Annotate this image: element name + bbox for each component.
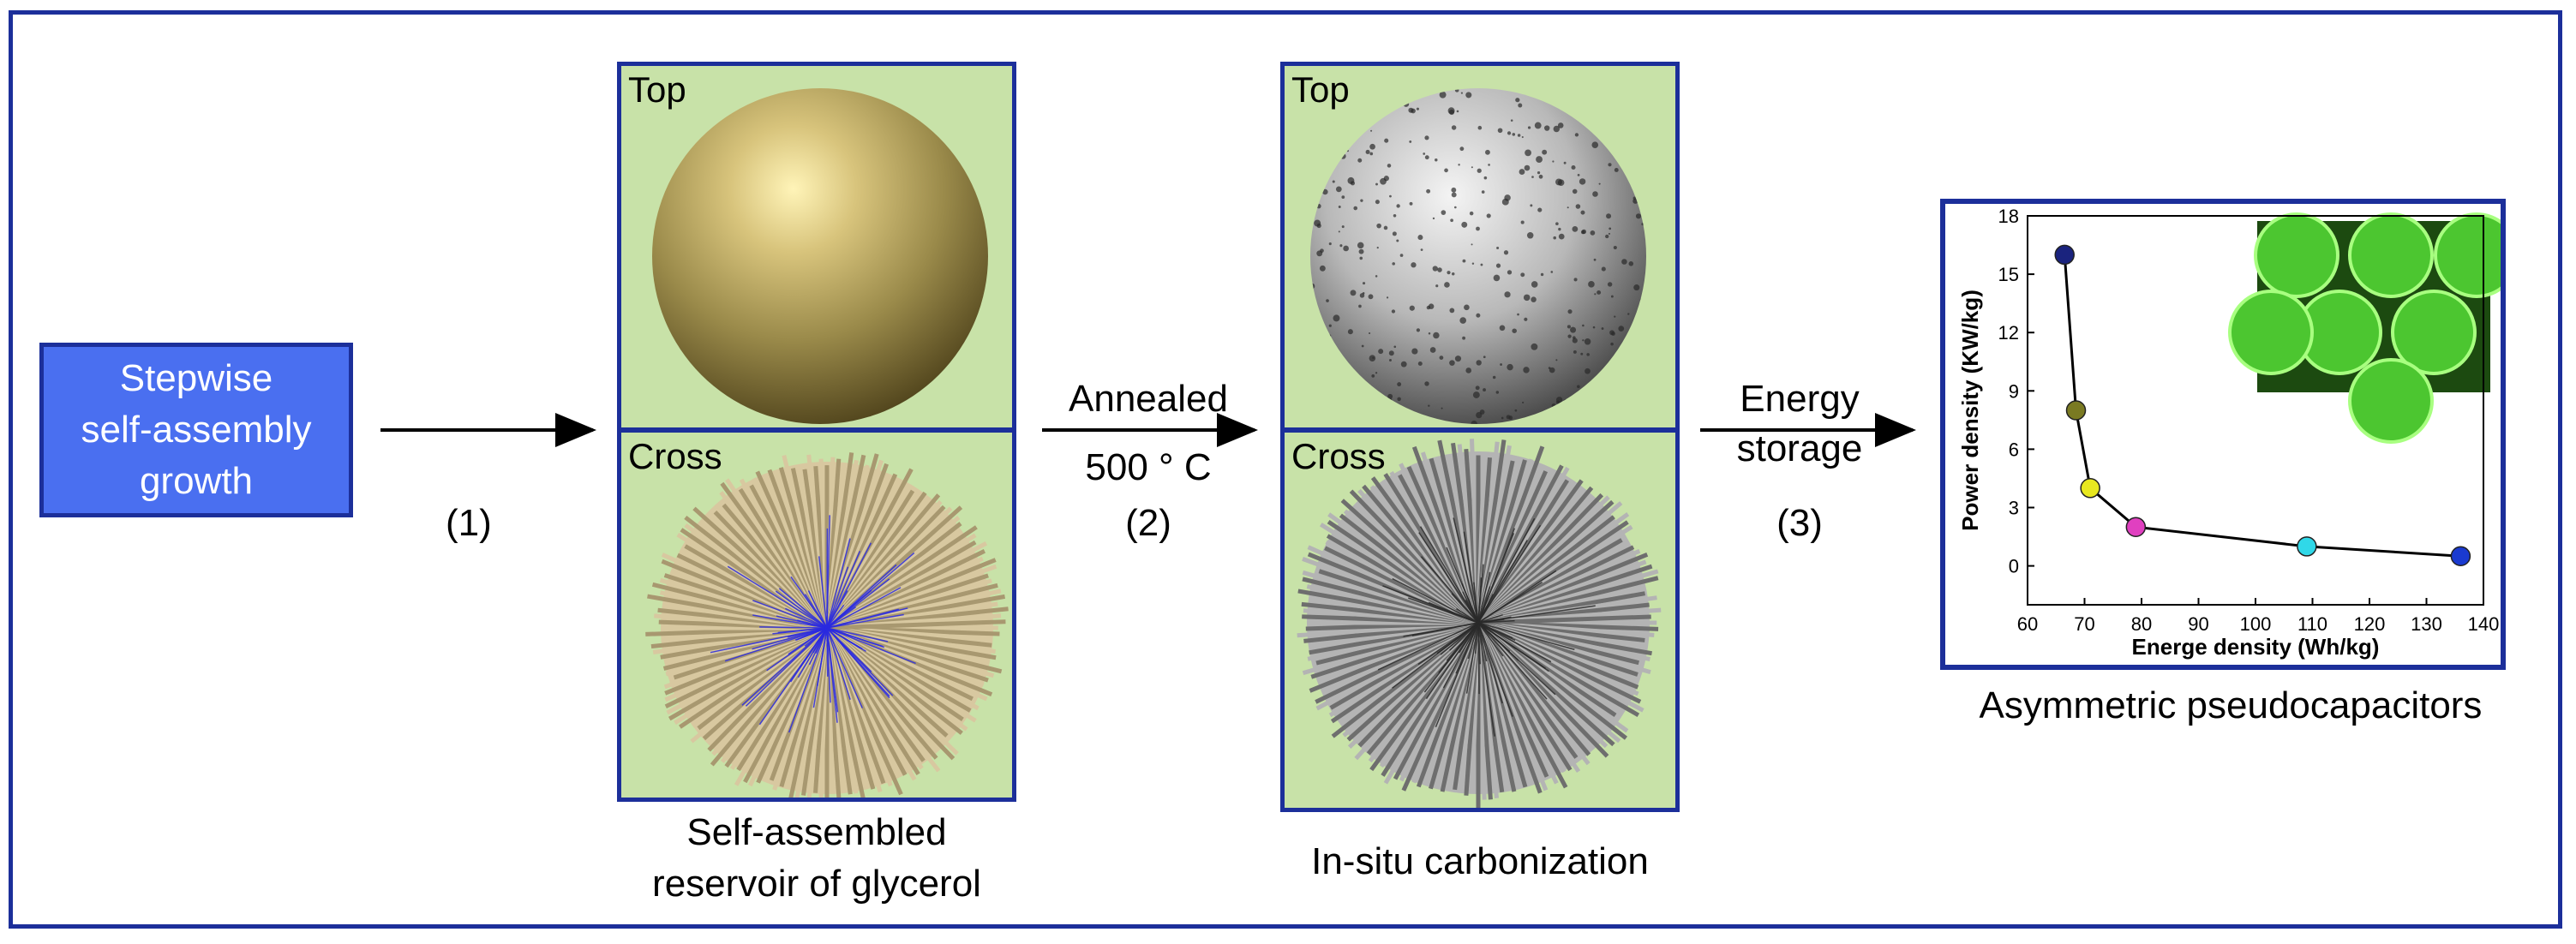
x-tick-label: 80 xyxy=(2131,613,2152,635)
y-tick-label: 12 xyxy=(1998,322,2019,344)
panel-1-caption-line-2: reservoir of glycerol xyxy=(652,863,981,905)
golden-sphere xyxy=(652,88,988,424)
outer-frame xyxy=(9,10,2562,929)
x-tick-label: 120 xyxy=(2354,613,2386,635)
y-axis-label: Power density (KW/kg) xyxy=(1957,290,1983,531)
data-point xyxy=(2065,400,2087,421)
start-box: Stepwise self-assembly growth xyxy=(39,343,353,517)
y-tick-label: 3 xyxy=(2009,498,2019,519)
x-tick-label: 70 xyxy=(2074,613,2094,635)
step-2-line-1: Annealed xyxy=(1069,378,1228,420)
x-tick-label: 110 xyxy=(2297,613,2327,635)
start-line-2: self-assembly xyxy=(81,409,312,451)
data-point xyxy=(2125,517,2147,537)
porous-sphere xyxy=(1310,88,1646,424)
carbonized-cross-section xyxy=(1297,439,1662,808)
series-line xyxy=(2063,254,2461,558)
panel-2-cross: Cross xyxy=(1280,428,1680,812)
x-tick-label: 130 xyxy=(2411,613,2442,635)
x-tick-label: 90 xyxy=(2188,613,2208,635)
data-point xyxy=(2297,536,2317,557)
start-line-3: growth xyxy=(139,460,254,502)
panel-2-top: Top xyxy=(1280,62,1680,432)
data-point xyxy=(2054,244,2075,266)
step-3-line-2: storage xyxy=(1736,427,1863,469)
x-tick-label: 140 xyxy=(2468,613,2500,635)
y-tick-label: 18 xyxy=(1998,206,2019,227)
panel-2-caption: In-situ carbonization xyxy=(1311,840,1649,882)
x-axis-label: Energe density (Wh/kg) xyxy=(2132,634,2380,660)
panel-1-top-label: Top xyxy=(628,69,686,110)
step-3-line-1: Energy xyxy=(1740,378,1860,420)
ragone-chart: 60 70 80 90 100 110 120 130 140 0 3 6 9 12 15 18 Energe … xyxy=(1957,206,2519,660)
data-point xyxy=(2450,546,2471,566)
microscopy-inset xyxy=(2228,212,2519,444)
x-tick-label: 60 xyxy=(2017,613,2038,635)
y-tick-label: 6 xyxy=(2009,439,2019,460)
panel-1-caption-line-1: Self-assembled xyxy=(686,811,947,853)
step-3-number: (3) xyxy=(1776,502,1823,544)
ragone-chart-box: 60 70 80 90 100 110 120 130 140 0 3 6 9 12 15 18 Energe … xyxy=(1940,199,2519,670)
data-point xyxy=(2080,478,2100,499)
y-tick-label: 15 xyxy=(1998,264,2019,285)
step-1-label: (1) xyxy=(446,502,492,544)
panel-1-cross-label: Cross xyxy=(628,436,722,476)
panel-2-top-label: Top xyxy=(1291,69,1350,110)
step-2-number: (2) xyxy=(1125,502,1171,544)
radial-cross-section xyxy=(645,451,1009,798)
panel-1-cross: Cross xyxy=(617,428,1016,802)
start-line-1: Stepwise xyxy=(119,357,273,399)
x-tick-label: 100 xyxy=(2240,613,2272,635)
step-2-line-2: 500 ° C xyxy=(1085,446,1212,488)
chart-caption: Asymmetric pseudocapacitors xyxy=(1979,684,2483,726)
panel-2-cross-label: Cross xyxy=(1291,436,1386,476)
y-tick-label: 0 xyxy=(2009,556,2019,577)
panel-1-top: Top xyxy=(617,62,1016,432)
y-tick-label: 9 xyxy=(2009,380,2019,402)
